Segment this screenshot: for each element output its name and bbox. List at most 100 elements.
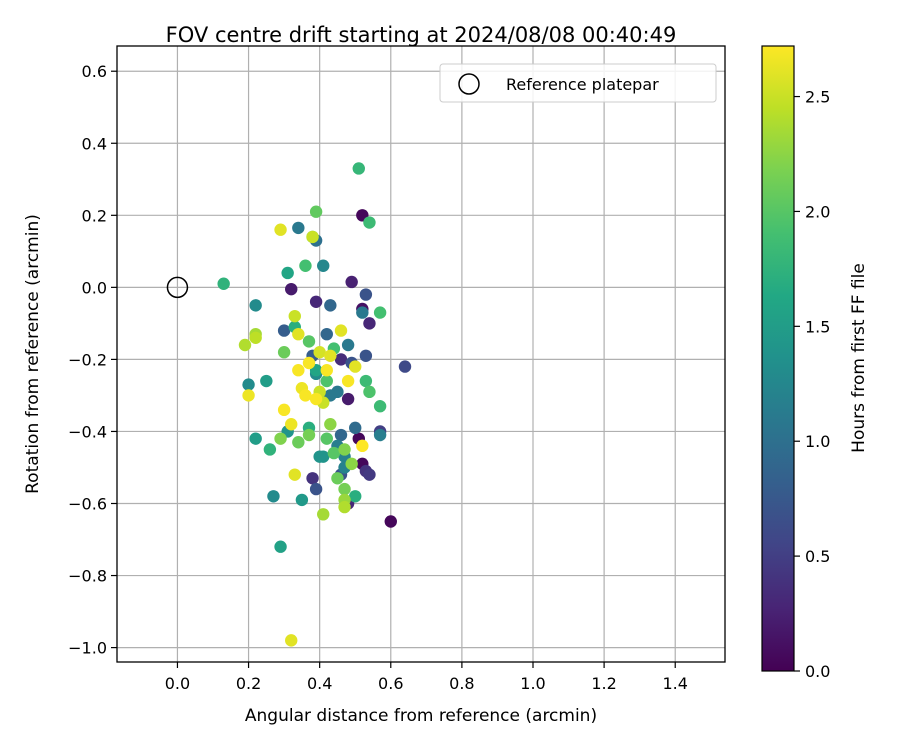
- data-point: [306, 472, 319, 485]
- legend-marker-icon: [458, 73, 480, 95]
- data-point: [341, 392, 355, 406]
- data-point: [274, 432, 287, 445]
- x-tick-label: 1.0: [520, 674, 545, 693]
- data-point: [292, 436, 305, 449]
- data-point: [309, 205, 323, 218]
- x-tick-label: 0.0: [165, 674, 190, 693]
- data-point: [249, 432, 262, 445]
- data-point: [327, 446, 341, 460]
- x-tick-label: 1.2: [591, 674, 616, 693]
- legend-entry-reference-platepar: Reference platepar: [506, 75, 659, 94]
- data-point: [302, 356, 316, 370]
- data-point: [331, 472, 344, 485]
- data-point: [309, 392, 323, 406]
- data-point: [349, 421, 362, 435]
- colorbar: 0.0 0.5 1.0 1.5 2.0 2.5 Hours from first FF f…: [761, 45, 869, 681]
- data-point: [363, 385, 376, 399]
- data-point: [242, 389, 255, 402]
- data-point: [345, 275, 358, 289]
- x-tick-label: 0.2: [236, 674, 261, 693]
- data-point: [267, 490, 280, 503]
- data-point: [249, 331, 262, 344]
- data-point: [260, 374, 273, 388]
- data-point: [306, 230, 319, 244]
- data-point: [302, 428, 316, 442]
- x-tick-label: 0.4: [307, 674, 332, 693]
- data-point: [338, 443, 351, 456]
- y-tick-label: −1.0: [68, 639, 107, 658]
- colorbar-ticks: 0.0 0.5 1.0 1.5 2.0 2.5: [794, 88, 830, 681]
- data-point: [324, 299, 337, 312]
- y-tick-label: 0.2: [82, 206, 107, 225]
- y-tick-label: −0.6: [68, 494, 107, 513]
- data-point: [288, 468, 301, 481]
- data-point: [398, 360, 412, 373]
- chart-title: FOV centre drift starting at 2024/08/08 …: [166, 23, 677, 47]
- y-tick-label: −0.4: [68, 422, 107, 441]
- colorbar-tick-label: 2.5: [805, 88, 830, 107]
- data-point: [274, 540, 287, 553]
- data-point: [320, 327, 333, 341]
- data-point: [281, 266, 294, 280]
- data-point: [317, 508, 330, 521]
- data-point: [324, 349, 337, 363]
- data-point: [320, 364, 333, 377]
- colorbar-tick-label: 0.5: [805, 547, 830, 566]
- data-point: [277, 345, 291, 359]
- colorbar-tick-label: 1.5: [805, 317, 830, 336]
- y-tick-label: −0.8: [68, 567, 107, 586]
- data-point: [317, 259, 330, 272]
- data-point: [338, 500, 351, 514]
- data-point: [334, 324, 348, 337]
- data-point: [302, 335, 316, 348]
- data-point: [359, 288, 373, 301]
- legend-box: [439, 63, 717, 103]
- legend: Reference platepar: [439, 63, 717, 103]
- data-point: [359, 374, 373, 388]
- reference-platepar-marker: [166, 276, 189, 299]
- data-point: [274, 223, 287, 236]
- data-point: [363, 216, 376, 229]
- grid-lines: [117, 46, 725, 662]
- data-point: [309, 482, 323, 496]
- data-point: [363, 317, 376, 330]
- y-tick-label: 0.6: [82, 62, 107, 81]
- data-point: [363, 468, 376, 481]
- data-point: [352, 162, 365, 175]
- x-tick-label: 0.8: [449, 674, 474, 693]
- data-point: [324, 418, 337, 431]
- data-point: [292, 221, 305, 235]
- y-tick-label: −0.2: [68, 350, 107, 369]
- data-point: [263, 443, 277, 456]
- data-point: [373, 428, 387, 442]
- colorbar-tick-label: 2.0: [805, 202, 830, 221]
- data-point: [288, 309, 301, 323]
- data-point: [285, 634, 298, 647]
- x-tick-label: 0.6: [378, 674, 403, 693]
- data-point: [359, 349, 373, 363]
- data-point: [334, 428, 348, 442]
- data-point: [299, 259, 312, 272]
- data-point: [277, 324, 291, 337]
- data-point: [349, 360, 362, 373]
- data-points: [217, 162, 412, 647]
- y-axis-ticks: 0.6 0.4 0.2 0.0 −0.2 −0.4 −0.6 −0.8 −1.0: [68, 62, 117, 658]
- colorbar-tick-label: 0.0: [805, 662, 830, 681]
- data-point: [320, 432, 333, 445]
- x-axis-label: Angular distance from reference (arcmin): [245, 706, 597, 726]
- data-point: [238, 338, 252, 352]
- data-point: [292, 364, 305, 377]
- data-point: [277, 403, 291, 417]
- data-point: [292, 327, 305, 341]
- data-point: [338, 482, 351, 496]
- data-point: [356, 306, 369, 319]
- plot-frame: [116, 45, 726, 663]
- data-point: [334, 353, 348, 366]
- data-point: [349, 490, 362, 503]
- data-point: [249, 299, 262, 312]
- data-point: [345, 457, 358, 471]
- data-point: [341, 374, 355, 388]
- colorbar-tick-label: 1.0: [805, 432, 830, 451]
- data-point: [373, 306, 387, 319]
